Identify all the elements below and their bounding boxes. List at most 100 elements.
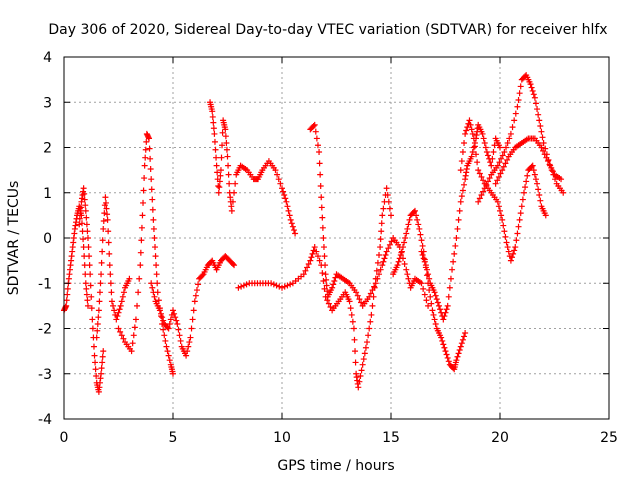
data-point — [215, 182, 222, 189]
data-point — [80, 236, 87, 243]
data-point — [146, 135, 153, 142]
series-track-k — [457, 117, 549, 264]
data-point — [445, 293, 452, 300]
data-point — [403, 230, 410, 237]
data-point — [95, 314, 102, 321]
data-point — [171, 310, 178, 317]
data-point — [148, 176, 155, 183]
data-point — [138, 237, 145, 244]
data-point — [479, 130, 486, 137]
data-point — [316, 149, 323, 156]
data-point — [371, 283, 378, 290]
data-point — [129, 340, 136, 347]
data-point — [386, 241, 393, 248]
data-point — [290, 227, 297, 234]
data-point — [217, 167, 224, 174]
y-tick-label: 0 — [43, 231, 52, 247]
data-point — [459, 187, 466, 194]
data-point — [411, 207, 418, 214]
data-point — [548, 164, 555, 171]
x-tick-label: 25 — [600, 430, 618, 446]
data-point — [141, 175, 148, 182]
data-point — [369, 287, 376, 294]
data-point — [281, 192, 288, 199]
data-point — [302, 267, 309, 274]
x-tick-label: 10 — [273, 430, 291, 446]
data-point — [439, 337, 446, 344]
data-point — [106, 262, 113, 269]
data-point — [118, 332, 125, 339]
data-point — [314, 253, 321, 260]
data-point — [186, 339, 193, 346]
data-point — [447, 275, 454, 282]
data-point — [511, 247, 518, 254]
data-point — [497, 170, 504, 177]
data-point — [185, 343, 192, 350]
data-point — [423, 272, 430, 279]
data-point — [317, 182, 324, 189]
data-point — [100, 225, 107, 232]
data-point — [453, 357, 460, 364]
data-point — [471, 143, 478, 150]
data-point — [478, 192, 485, 199]
data-point — [86, 262, 93, 269]
data-point — [500, 163, 507, 170]
data-point — [320, 277, 327, 284]
data-point — [152, 253, 159, 260]
data-point — [318, 194, 325, 201]
y-tick-label: -4 — [38, 412, 52, 428]
data-point — [141, 162, 148, 169]
y-axis-label: SDTVAR / TECUs — [6, 181, 22, 296]
data-point — [485, 178, 492, 185]
data-point — [99, 237, 106, 244]
data-point — [454, 353, 461, 360]
data-point — [83, 221, 90, 228]
data-point — [177, 337, 184, 344]
data-point — [64, 291, 71, 298]
data-point — [284, 282, 291, 289]
data-point — [397, 251, 404, 258]
data-point — [514, 103, 521, 110]
data-point — [502, 144, 509, 151]
data-point — [187, 334, 194, 341]
data-point — [331, 277, 338, 284]
data-point — [383, 248, 390, 255]
data-point — [193, 287, 200, 294]
data-point — [383, 185, 390, 192]
data-point — [378, 228, 385, 235]
data-point — [516, 216, 523, 223]
data-point — [355, 384, 362, 391]
data-point — [151, 293, 158, 300]
data-point — [544, 158, 551, 165]
data-point — [463, 127, 470, 134]
data-point — [231, 189, 238, 196]
data-point — [499, 216, 506, 223]
y-tick-label: -3 — [38, 367, 52, 383]
data-point — [223, 139, 230, 146]
data-point — [272, 167, 279, 174]
data-point — [470, 144, 477, 151]
data-point — [474, 159, 481, 166]
data-point — [219, 129, 226, 136]
x-tick-label: 15 — [382, 430, 400, 446]
data-point — [488, 162, 495, 169]
data-point — [480, 188, 487, 195]
data-point — [422, 262, 429, 269]
series-track-i — [390, 207, 469, 373]
data-point — [143, 138, 150, 145]
data-point — [458, 340, 465, 347]
data-point — [541, 151, 548, 158]
data-point — [482, 144, 489, 151]
data-point — [158, 310, 165, 317]
data-point — [346, 298, 353, 305]
data-point — [374, 259, 381, 266]
data-point — [527, 81, 534, 88]
data-point — [214, 169, 221, 176]
data-point — [495, 173, 502, 180]
data-point — [441, 344, 448, 351]
data-point — [357, 373, 364, 380]
data-point — [514, 230, 521, 237]
data-point — [330, 281, 337, 288]
data-point — [404, 225, 411, 232]
data-point — [504, 156, 511, 163]
